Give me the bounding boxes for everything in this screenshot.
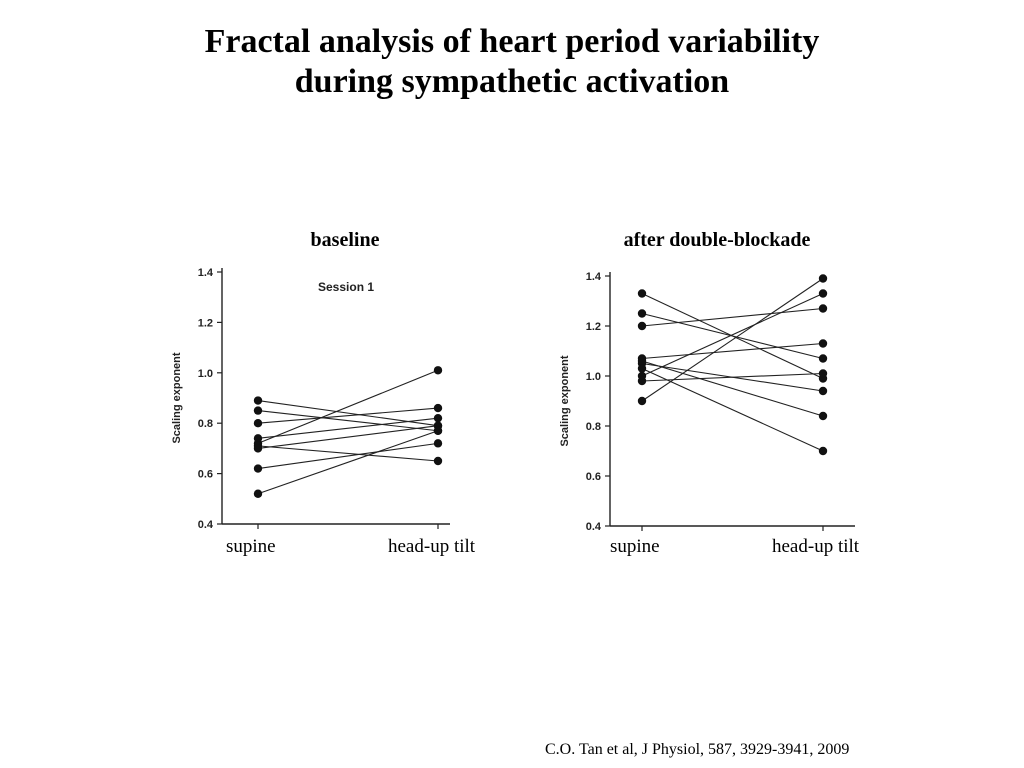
data-point-head-up-tilt-3 <box>818 304 828 313</box>
data-point-supine-3 <box>253 419 263 428</box>
data-point-supine-1 <box>637 289 647 298</box>
data-point-head-up-tilt-8 <box>818 369 828 378</box>
panel-title-baseline: baseline <box>310 229 380 251</box>
data-point-supine-8 <box>253 464 263 473</box>
y-tick-label: 1.4 <box>586 271 602 283</box>
y-tick-label: 0.6 <box>198 469 213 481</box>
subject-line-4 <box>257 417 439 439</box>
y-tick-label: 0.4 <box>586 521 602 533</box>
data-point-head-up-tilt-3 <box>433 403 443 413</box>
data-point-supine-10 <box>637 364 647 373</box>
y-axis-label: Scaling exponent <box>559 355 571 446</box>
y-tick-label: 0.4 <box>198 519 214 531</box>
subject-line-9 <box>257 430 439 495</box>
y-tick-label: 1.0 <box>586 371 601 383</box>
y-tick-label: 1.0 <box>198 368 213 380</box>
y-tick-label: 1.4 <box>198 267 214 279</box>
slide-title-line1: Fractal analysis of heart period variabi… <box>204 23 820 60</box>
data-point-head-up-tilt-2 <box>818 354 828 363</box>
session-annotation: Session 1 <box>318 280 374 294</box>
data-point-head-up-tilt-5 <box>433 366 443 375</box>
category-label-supine: supine <box>610 536 660 557</box>
subject-line-9 <box>641 278 824 402</box>
category-label-head-up-tilt: head-up tilt <box>388 536 476 557</box>
data-point-supine-6 <box>637 356 647 366</box>
data-point-head-up-tilt-9 <box>433 426 443 435</box>
subject-line-2 <box>641 312 824 360</box>
subject-line-2 <box>257 410 439 432</box>
y-tick-label: 1.2 <box>198 317 213 329</box>
chart-double-blockade: 0.4 0.6 0.8 1.0 1.2 1.4 Scaling exponent <box>559 271 855 533</box>
subject-line-10 <box>641 367 824 452</box>
data-point-supine-8 <box>637 376 647 386</box>
category-label-head-up-tilt: head-up tilt <box>772 536 860 557</box>
y-tick-label: 0.8 <box>198 418 213 430</box>
data-point-supine-9 <box>253 489 263 498</box>
subject-line-5 <box>257 369 439 444</box>
subject-line-7 <box>257 425 439 449</box>
data-point-supine-2 <box>253 406 263 415</box>
data-point-head-up-tilt-5 <box>818 386 828 396</box>
data-point-supine-7 <box>253 444 263 453</box>
category-label-supine: supine <box>226 536 276 557</box>
panel-title-double-blockade: after double-blockade <box>623 229 811 251</box>
data-point-head-up-tilt-6 <box>433 456 443 466</box>
y-tick-label: 0.8 <box>586 421 601 433</box>
subject-line-8 <box>641 372 824 382</box>
chart-baseline: 0.4 0.6 0.8 1.0 1.2 1.4 Scaling exponent Sessio… <box>171 267 450 531</box>
data-point-head-up-tilt-8 <box>433 439 443 448</box>
slide-title-line2: during sympathetic activation <box>294 63 730 100</box>
data-point-head-up-tilt-9 <box>818 274 828 283</box>
subject-line-3 <box>257 407 439 424</box>
data-point-head-up-tilt-10 <box>818 446 828 456</box>
data-point-head-up-tilt-6 <box>818 411 828 421</box>
subject-line-7 <box>641 292 824 377</box>
citation: C.O. Tan et al, J Physiol, 587, 3929-394… <box>545 741 850 758</box>
data-point-supine-3 <box>637 321 647 331</box>
subject-line-4 <box>641 342 824 360</box>
data-point-supine-9 <box>637 396 647 406</box>
data-point-supine-2 <box>637 309 647 318</box>
subject-line-8 <box>257 442 439 470</box>
data-point-head-up-tilt-7 <box>818 289 828 298</box>
data-point-head-up-tilt-4 <box>433 413 443 423</box>
y-tick-label: 0.6 <box>586 471 601 483</box>
subject-line-6 <box>257 445 439 462</box>
y-axis-label: Scaling exponent <box>171 352 183 443</box>
data-point-supine-1 <box>253 396 263 405</box>
subject-line-6 <box>641 360 824 417</box>
slide-title: Fractal analysis of heart period variabi… <box>0 22 1024 102</box>
subject-line-3 <box>641 307 824 327</box>
y-tick-label: 1.2 <box>586 321 601 333</box>
data-point-head-up-tilt-4 <box>818 339 828 348</box>
